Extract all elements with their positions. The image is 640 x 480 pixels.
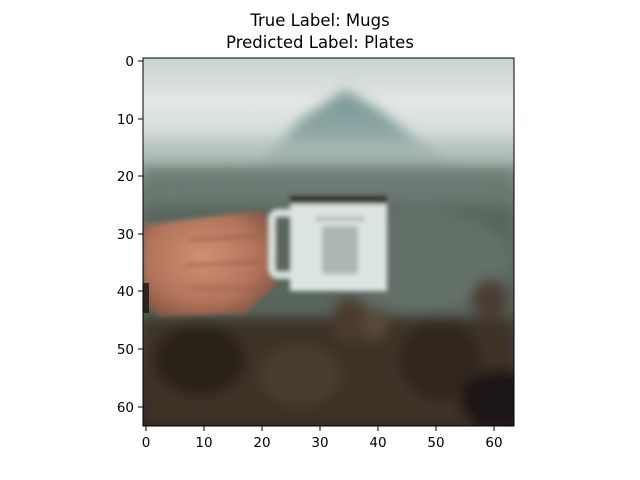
title-line-true-label: True Label: Mugs — [250, 11, 390, 30]
photo-image — [143, 58, 514, 426]
y-axis: 0 10 20 30 40 50 60 — [117, 54, 143, 416]
x-tick-label: 0 — [142, 435, 151, 451]
x-tick-label: 20 — [253, 435, 270, 451]
axes-frame — [142, 57, 515, 427]
y-tick-label: 50 — [117, 342, 134, 358]
x-tick-label: 10 — [195, 435, 212, 451]
x-tick-label: 50 — [427, 435, 444, 451]
y-tick-label: 10 — [117, 112, 134, 128]
y-tick-label: 0 — [125, 54, 134, 70]
title-line-predicted-label: Predicted Label: Plates — [226, 33, 414, 52]
x-tick-label: 40 — [369, 435, 386, 451]
y-tick-label: 30 — [117, 227, 134, 243]
x-axis: 0 10 20 30 40 50 60 — [142, 426, 503, 451]
y-tick-label: 40 — [117, 284, 134, 300]
y-tick-label: 20 — [117, 169, 134, 185]
x-tick-label: 60 — [485, 435, 502, 451]
x-tick-label: 30 — [311, 435, 328, 451]
y-tick-label: 60 — [117, 400, 134, 416]
